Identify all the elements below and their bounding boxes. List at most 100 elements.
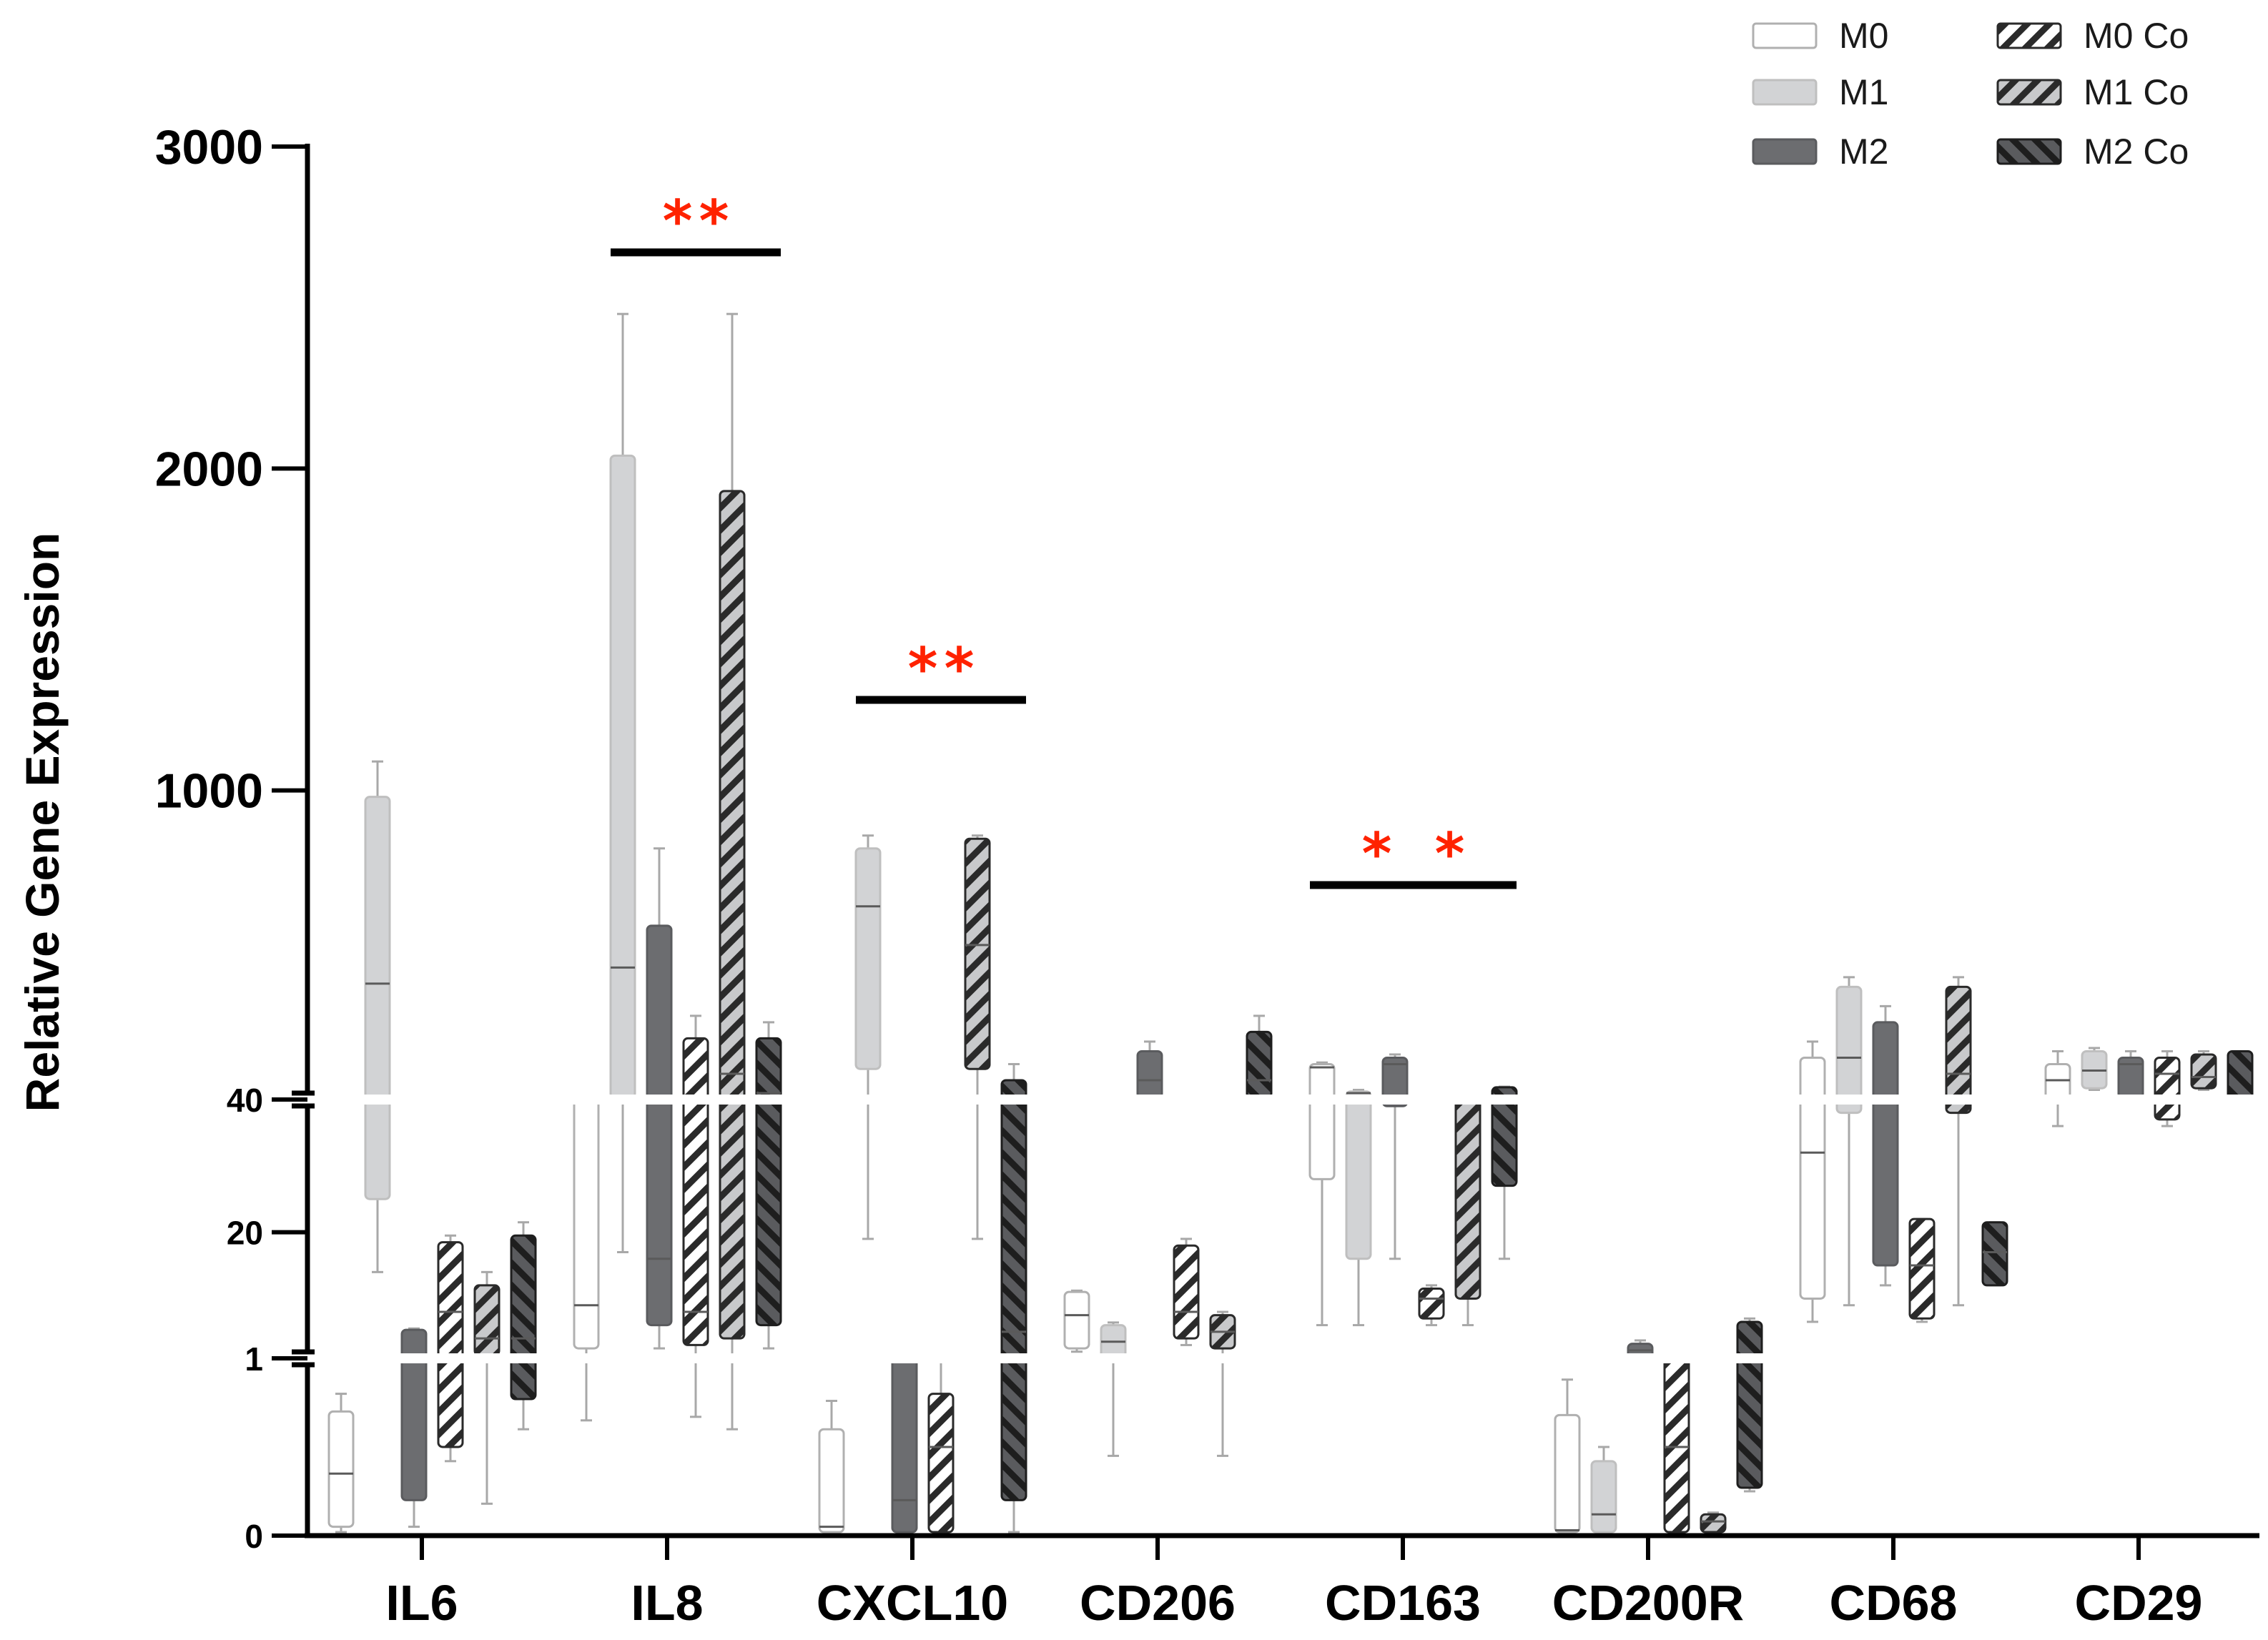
box-cd68-m0-co (1908, 1217, 1936, 1323)
box-cd68-m2-co-iqr (1981, 1221, 2008, 1287)
axis-break-band-2 (310, 1095, 2262, 1105)
x-tick-label-il8: IL8 (631, 1575, 703, 1631)
box-il6-m2-co-iqr (510, 1234, 537, 1401)
y-axis-label: Relative Gene Expression (16, 533, 69, 1112)
box-cd29-m2 (2117, 1049, 2144, 1101)
legend-label-m1: M1 (1839, 72, 1888, 112)
x-tick-label-cd200r: CD200R (1552, 1575, 1744, 1631)
box-il6-m0-iqr (327, 1410, 355, 1528)
box-cd163-m2-iqr (1381, 1056, 1409, 1107)
x-tick-label-cd163: CD163 (1325, 1575, 1481, 1631)
axes-layer: 0 1 20 40 1000 2000 3000 IL6 IL8 CXCL10 CD206 CD163… (155, 120, 2259, 1631)
box-il6-m2-iqr (400, 1328, 428, 1501)
box-il8-m0-co-iqr (682, 1037, 709, 1346)
box-il6-m0 (327, 1393, 355, 1533)
box-cd163-m2 (1381, 1053, 1409, 1260)
legend-label-m2-co: M2 Co (2084, 132, 2189, 172)
x-tick-label-cd68: CD68 (1830, 1575, 1958, 1631)
box-cd206-m2-iqr (1136, 1049, 1163, 1100)
box-il8-m1-co (719, 312, 746, 1431)
legend-swatch-m0 (1752, 22, 1818, 49)
box-il6-m1-co (473, 1270, 501, 1505)
box-cd68-m1-co-iqr (1945, 985, 1972, 1115)
box-il6-m0-co (437, 1234, 464, 1463)
box-cd206-m0-co (1173, 1238, 1200, 1346)
box-cd200r-m1-iqr (1590, 1460, 1617, 1533)
box-cd163-m1-co (1454, 1097, 1481, 1327)
box-il6-m2-co (510, 1221, 537, 1431)
box-il8-m1-iqr (609, 454, 636, 1100)
box-cxcl10-m2 (891, 1357, 918, 1533)
legend-swatch-m1 (1752, 79, 1818, 106)
box-cd29-m2-co-iqr (2227, 1049, 2254, 1101)
box-il6-m1-co-iqr (473, 1284, 501, 1356)
box-il8-m2-co (755, 1021, 782, 1350)
significance-layer: * ** ** * (611, 188, 1517, 889)
box-cd29-m1-co-iqr (2190, 1053, 2217, 1090)
box-cd163-m0-co (1418, 1284, 1445, 1327)
box-cd206-m0 (1063, 1289, 1090, 1353)
box-cd29-m0-co (2154, 1049, 2181, 1127)
box-cd68-m1-co (1945, 976, 1972, 1307)
y-tick-label-40: 40 (227, 1082, 263, 1119)
box-cd206-m2 (1136, 1040, 1163, 1101)
significance-cxcl10-m2-vs-m2-co-star: * (945, 636, 975, 702)
y-tick-label-1: 1 (245, 1340, 263, 1378)
box-il8-m1 (609, 312, 636, 1253)
box-cd29-m0-co-iqr (2154, 1056, 2181, 1121)
box-cd163-m1-iqr (1345, 1090, 1372, 1260)
x-tick-label-cxcl10: CXCL10 (817, 1575, 1008, 1631)
boxes-layer (327, 312, 2254, 1533)
box-il8-m1-co-iqr (719, 490, 746, 1340)
box-cxcl10-m2-iqr (891, 1357, 918, 1533)
box-cd200r-m0-co-iqr (1663, 1356, 1690, 1533)
box-cd200r-m0-iqr (1554, 1413, 1581, 1533)
y-tick-label-20: 20 (227, 1215, 263, 1252)
box-cd68-m0 (1799, 1040, 1826, 1323)
box-cxcl10-m0-co-iqr (927, 1393, 955, 1533)
box-cd163-m0 (1308, 1061, 1336, 1327)
box-cd163-m0-co-iqr (1418, 1288, 1445, 1320)
box-cd29-m0 (2044, 1049, 2071, 1127)
box-cd200r-m0-co (1663, 1355, 1690, 1533)
axis-break-band-1 (310, 1353, 2262, 1363)
box-cd68-m2 (1872, 1004, 1899, 1287)
box-cxcl10-m1-iqr (854, 847, 882, 1070)
box-il8-m0-iqr (573, 1097, 600, 1350)
box-cd29-m2-co (2227, 1049, 2254, 1101)
box-cd200r-m1-co (1700, 1511, 1727, 1533)
box-cd200r-m2-co-iqr (1736, 1320, 1763, 1489)
box-cd206-m2-co-iqr (1246, 1030, 1273, 1100)
box-il6-m1-iqr (364, 796, 391, 1200)
significance-cd163-m2-vs-m2-co-star: * (1435, 821, 1465, 887)
y-tick-label-1000: 1000 (155, 764, 263, 819)
box-cd163-m2-co-iqr (1491, 1086, 1518, 1187)
box-cd206-m2-co (1246, 1014, 1273, 1101)
box-il8-m2-iqr (646, 924, 673, 1327)
box-cd68-m2-co (1981, 1221, 2008, 1287)
box-cd200r-m2-co (1736, 1317, 1763, 1493)
significance-il8-m2-vs-m2-co-star: * (699, 188, 729, 255)
box-cd163-m2-co (1491, 1085, 1518, 1260)
box-cd68-m0-co-iqr (1908, 1217, 1936, 1320)
box-cxcl10-m2-co (1000, 1062, 1027, 1533)
box-cd68-m1 (1835, 976, 1863, 1307)
box-cd163-m1-co-iqr (1454, 1097, 1481, 1300)
significance-il8-m1-vs-m1-co-star: * (663, 188, 693, 255)
box-il8-m2 (646, 847, 673, 1350)
legend-swatch-m2-co (1996, 138, 2062, 165)
box-il6-m1 (364, 760, 391, 1273)
box-il6-m2 (400, 1327, 428, 1528)
box-cxcl10-m0-iqr (818, 1428, 845, 1533)
box-cxcl10-m1-co (964, 834, 991, 1240)
legend: M0 M1 M2 M0 Co M1 Co M2 Co (1752, 16, 2189, 172)
box-cxcl10-m0-co (927, 1357, 955, 1533)
box-cd68-m0-iqr (1799, 1056, 1826, 1300)
box-cd200r-m0 (1554, 1378, 1581, 1533)
box-cd68-m1-iqr (1835, 985, 1863, 1115)
box-cd68-m2-iqr (1872, 1021, 1899, 1267)
box-cd29-m1-co (2190, 1049, 2217, 1091)
box-il6-m0-co-iqr (437, 1241, 464, 1448)
